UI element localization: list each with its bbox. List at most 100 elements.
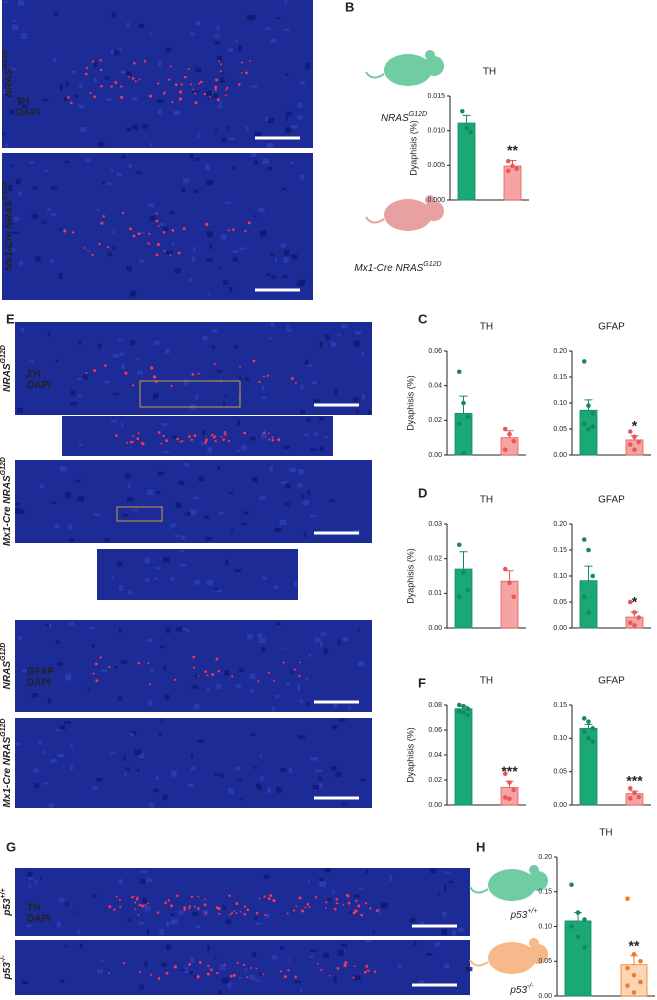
signal	[134, 908, 137, 911]
texture	[291, 254, 298, 260]
texture	[52, 58, 57, 62]
chart-title: GFAP	[598, 322, 625, 333]
texture	[303, 531, 306, 538]
signal	[325, 906, 327, 909]
texture	[48, 623, 52, 629]
texture	[139, 231, 145, 235]
signal	[110, 85, 113, 88]
signal	[204, 898, 206, 901]
texture	[160, 645, 165, 649]
texture	[277, 624, 280, 629]
y-tick-label: 0.00	[553, 452, 567, 459]
mouse-body	[488, 869, 536, 901]
texture	[409, 917, 416, 923]
chart-title: GFAP	[598, 495, 625, 506]
signal	[203, 903, 207, 907]
signal	[267, 671, 271, 674]
texture	[157, 109, 162, 115]
signal	[347, 901, 351, 905]
y-axis-label: Dyaphisis (%)	[408, 120, 418, 176]
data-point	[456, 542, 462, 548]
texture	[42, 750, 45, 755]
texture	[283, 249, 290, 256]
signal	[298, 674, 301, 677]
mouse-tail	[469, 886, 489, 894]
texture	[244, 377, 250, 381]
signal	[150, 366, 154, 370]
mouse-label-sup: G12D	[409, 111, 427, 118]
signal	[155, 219, 159, 223]
texture	[184, 462, 190, 467]
texture	[309, 955, 314, 959]
texture	[170, 919, 175, 925]
texture	[124, 772, 127, 776]
data-point	[514, 166, 520, 172]
texture	[184, 967, 189, 974]
texture	[43, 169, 48, 172]
texture	[214, 956, 217, 959]
signal	[243, 913, 246, 916]
signal	[353, 965, 356, 968]
texture	[146, 929, 150, 935]
texture	[105, 380, 110, 384]
signal	[132, 384, 135, 387]
zoom-box	[116, 506, 163, 522]
signal	[231, 912, 234, 915]
texture	[333, 703, 338, 708]
texture	[265, 913, 270, 919]
image-label-sup: G12D	[2, 182, 9, 200]
signal	[73, 71, 75, 73]
y-tick-label: 0.005	[427, 162, 445, 169]
texture	[119, 627, 122, 633]
texture	[32, 186, 38, 190]
texture	[341, 943, 348, 947]
mouse-label: p53-/-	[509, 983, 534, 996]
texture	[296, 282, 303, 287]
y-tick-label: 0.04	[428, 383, 442, 390]
texture	[265, 27, 272, 31]
texture	[11, 67, 16, 71]
texture	[286, 73, 289, 77]
signal	[320, 968, 323, 972]
signal	[147, 902, 150, 905]
micrograph	[62, 416, 333, 456]
data-point	[625, 896, 630, 901]
chart-title: GFAP	[598, 676, 625, 687]
texture	[306, 417, 311, 422]
texture	[112, 353, 119, 358]
texture	[34, 782, 40, 789]
signal	[229, 974, 233, 978]
mouse-label-text: p53	[510, 910, 528, 921]
texture	[163, 665, 167, 670]
texture	[237, 419, 240, 426]
signal	[239, 365, 241, 368]
data-point	[625, 983, 630, 988]
texture	[235, 39, 238, 43]
texture	[93, 894, 97, 898]
texture	[50, 186, 58, 190]
texture	[239, 247, 247, 250]
texture	[111, 419, 118, 423]
texture	[281, 187, 287, 191]
texture	[319, 341, 323, 348]
texture	[171, 770, 177, 777]
signal	[192, 655, 196, 659]
signal	[198, 961, 202, 964]
texture	[234, 345, 239, 349]
texture	[195, 67, 202, 73]
signal	[211, 673, 215, 676]
texture	[322, 952, 330, 958]
texture	[239, 668, 244, 672]
signal	[179, 91, 182, 94]
texture	[171, 241, 175, 246]
data-point	[461, 400, 466, 406]
texture	[2, 132, 6, 136]
signal	[160, 442, 163, 445]
texture	[205, 179, 213, 186]
texture	[77, 496, 84, 502]
signal	[193, 434, 197, 438]
texture	[261, 385, 265, 391]
y-tick-label: 0.05	[553, 426, 567, 433]
data-point	[632, 447, 637, 453]
texture	[216, 369, 223, 373]
